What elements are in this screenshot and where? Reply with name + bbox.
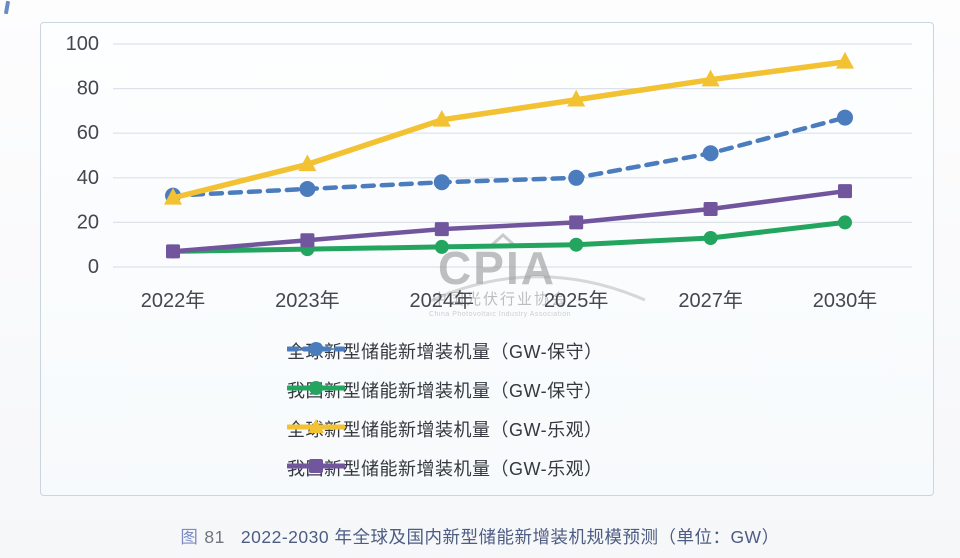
x-tick-label: 2022年	[141, 289, 206, 312]
series-3-marker	[166, 244, 180, 259]
watermark-arc-icon	[429, 275, 646, 303]
series-2-marker	[567, 89, 586, 107]
series-3-marker	[838, 184, 852, 199]
y-tick-label: 20	[77, 211, 99, 233]
legend-square-marker-icon	[287, 459, 345, 473]
series-1-marker	[569, 237, 584, 252]
series-3-marker	[569, 215, 584, 230]
legend-circle-marker-icon	[287, 342, 345, 356]
figure-caption: 图 81 2022-2030 年全球及国内新型储能新增装机规模预测（单位：GW）	[0, 524, 960, 549]
legend-triangle-marker-icon	[287, 419, 345, 433]
series-1-marker	[838, 215, 852, 230]
legend-label: 我国新型储能新增装机量（GW-乐观）	[287, 459, 603, 479]
x-tick-label: 2023年	[275, 289, 340, 312]
x-tick-label: 2024年	[410, 289, 475, 312]
legend-item-2: 全球新型储能新增装机量（GW-乐观）	[287, 416, 603, 442]
series-3-marker	[300, 233, 315, 248]
series-line-3	[170, 188, 848, 254]
legend-item-3: 我国新型储能新增装机量（GW-乐观）	[287, 455, 603, 481]
watermark-caret-icon	[491, 232, 515, 246]
series-1-marker	[703, 231, 718, 246]
watermark-logo: CPIA	[438, 242, 556, 294]
legend-label: 全球新型储能新增装机量（GW-保守）	[287, 342, 603, 362]
series-0-marker	[702, 145, 719, 162]
series-0-marker	[837, 109, 853, 126]
series-2-marker	[298, 154, 317, 172]
legend-item-0: 全球新型储能新增装机量（GW-保守）	[287, 338, 603, 364]
series-line-0	[170, 115, 848, 198]
series-0-marker	[568, 169, 585, 186]
watermark-subtext: China Photovoltaic Industry Association	[429, 311, 571, 318]
series-2-marker	[836, 51, 854, 69]
series-2-marker	[432, 109, 451, 127]
x-tick-label: 2027年	[678, 289, 743, 312]
chart-panel: 0 20 40 60 80 100 CPIA 中国光伏行业协会 China Photovolta…	[40, 22, 934, 496]
series-1-marker	[434, 239, 449, 254]
x-tick-label: 2025年	[544, 289, 609, 312]
legend-label: 全球新型储能新增装机量（GW-乐观）	[287, 420, 603, 440]
legend-item-1: 我国新型储能新增装机量（GW-保守）	[287, 377, 603, 403]
y-tick-label: 40	[77, 167, 99, 189]
series-0-marker	[299, 180, 316, 197]
series-line-1	[170, 219, 848, 254]
legend-label: 我国新型储能新增装机量（GW-保守）	[287, 381, 603, 401]
y-tick-label: 80	[77, 78, 99, 100]
watermark-subtitle: 中国光伏行业协会	[432, 291, 568, 308]
y-tick-label: 0	[88, 256, 99, 278]
y-tick-label: 100	[66, 33, 99, 55]
legend-circle-marker-icon	[287, 381, 345, 395]
figure-title: 2022-2030 年全球及国内新型储能新增装机规模预测（单位：GW）	[240, 527, 780, 547]
series-3-marker	[434, 222, 449, 237]
series-3-marker	[703, 202, 718, 217]
series-2-marker	[701, 69, 720, 87]
corner-blue-mark	[3, 0, 11, 15]
series-0-marker	[433, 174, 450, 191]
figure-label: 图	[180, 527, 199, 547]
series-2-marker	[164, 187, 182, 205]
y-tick-label: 60	[77, 122, 99, 144]
series-line-2	[170, 59, 848, 201]
figure-number: 81	[204, 527, 225, 547]
x-tick-label: 2030年	[813, 289, 878, 312]
